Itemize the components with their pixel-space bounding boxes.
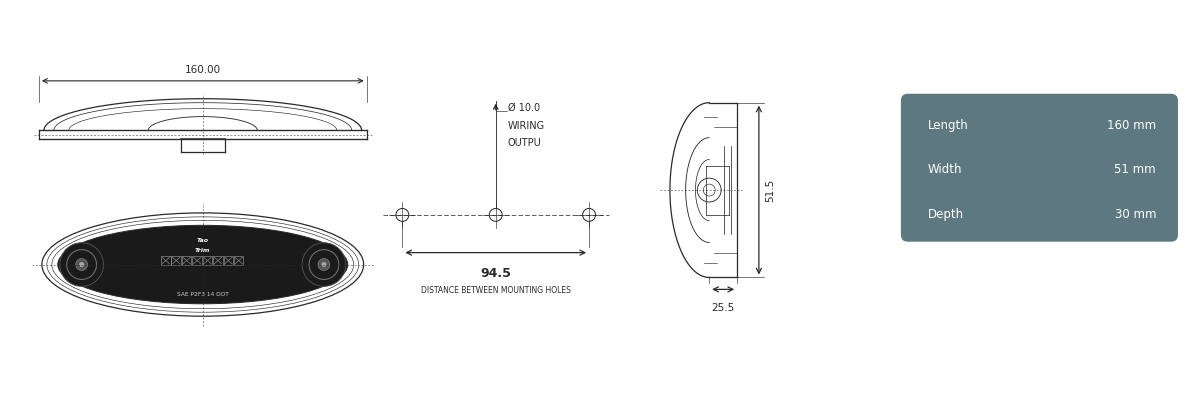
Bar [234,256,244,265]
Text: OUTPU: OUTPU [508,138,541,148]
Text: DISTANCE BETWEEN MOUNTING HOLES: DISTANCE BETWEEN MOUNTING HOLES [421,286,571,295]
Text: WIRING: WIRING [508,120,545,130]
FancyBboxPatch shape [901,94,1178,242]
Text: 51.5: 51.5 [764,178,775,202]
Bar [172,256,181,265]
Text: 160 mm: 160 mm [1106,119,1156,132]
Circle shape [318,258,330,270]
Text: 25.5: 25.5 [712,303,734,313]
Bar [214,256,223,265]
Text: Depth: Depth [928,208,964,221]
Text: Trim: Trim [196,248,210,253]
Circle shape [60,243,103,286]
Circle shape [79,262,84,267]
Ellipse shape [58,225,348,304]
Text: SAE P2F3 14 DOT: SAE P2F3 14 DOT [176,292,229,297]
Text: 160.00: 160.00 [185,65,221,75]
Bar [192,256,202,265]
Circle shape [322,262,326,267]
Text: Tao: Tao [197,238,209,243]
Bar [223,256,233,265]
Text: 94.5: 94.5 [480,266,511,280]
Text: Length: Length [928,119,968,132]
Bar [161,256,170,265]
Text: Ø 10.0: Ø 10.0 [508,103,540,113]
Text: 30 mm: 30 mm [1115,208,1156,221]
Circle shape [76,258,88,270]
Bar [182,256,191,265]
Bar [203,256,212,265]
Text: Width: Width [928,164,962,176]
Text: 51 mm: 51 mm [1115,164,1156,176]
Circle shape [302,243,346,286]
